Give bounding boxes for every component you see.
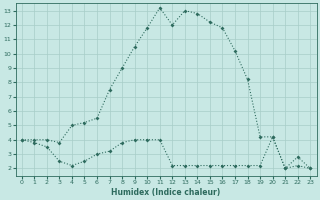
X-axis label: Humidex (Indice chaleur): Humidex (Indice chaleur) — [111, 188, 221, 197]
